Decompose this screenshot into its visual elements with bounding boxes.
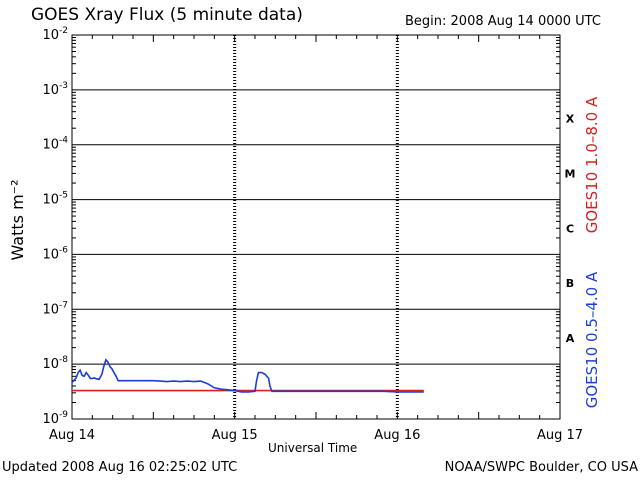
y-tick-label: 10-6 (42, 245, 68, 262)
y-tick-label: 10-5 (42, 191, 68, 208)
flare-class-label: C (566, 222, 574, 235)
x-axis-title: Universal Time (268, 441, 358, 455)
y-tick-label: 10-3 (42, 81, 68, 98)
x-tick-label: Aug 15 (212, 428, 258, 443)
chart-title: GOES Xray Flux (5 minute data) (31, 5, 303, 25)
y-tick-label: 10-2 (42, 26, 68, 43)
y-axis-title: Watts m⁻² (8, 179, 27, 260)
x-tick-label: Aug 17 (537, 428, 583, 443)
y-tick-label: 10-8 (42, 355, 68, 372)
legend-label: GOES10 0.5–4.0 A (583, 271, 601, 408)
y-tick-label: 10-7 (42, 300, 68, 317)
updated-timestamp: Updated 2008 Aug 16 02:25:02 UTC (2, 460, 238, 475)
credit-label: NOAA/SWPC Boulder, CO USA (444, 460, 638, 475)
plot-frame (71, 34, 561, 420)
flare-class-label: A (566, 332, 575, 345)
flare-class-label: X (566, 113, 575, 126)
flare-class-label: B (566, 277, 574, 290)
series-line-short-wave (71, 358, 424, 393)
x-tick-label: Aug 14 (49, 428, 95, 443)
y-tick-label: 10-4 (42, 136, 68, 153)
x-tick-label: Aug 16 (374, 428, 420, 443)
y-tick-label: 10-9 (42, 410, 68, 427)
begin-time-label: Begin: 2008 Aug 14 0000 UTC (405, 14, 601, 29)
legend-label: GOES10 1.0–8.0 A (583, 96, 601, 233)
flare-class-label: M (565, 167, 576, 180)
